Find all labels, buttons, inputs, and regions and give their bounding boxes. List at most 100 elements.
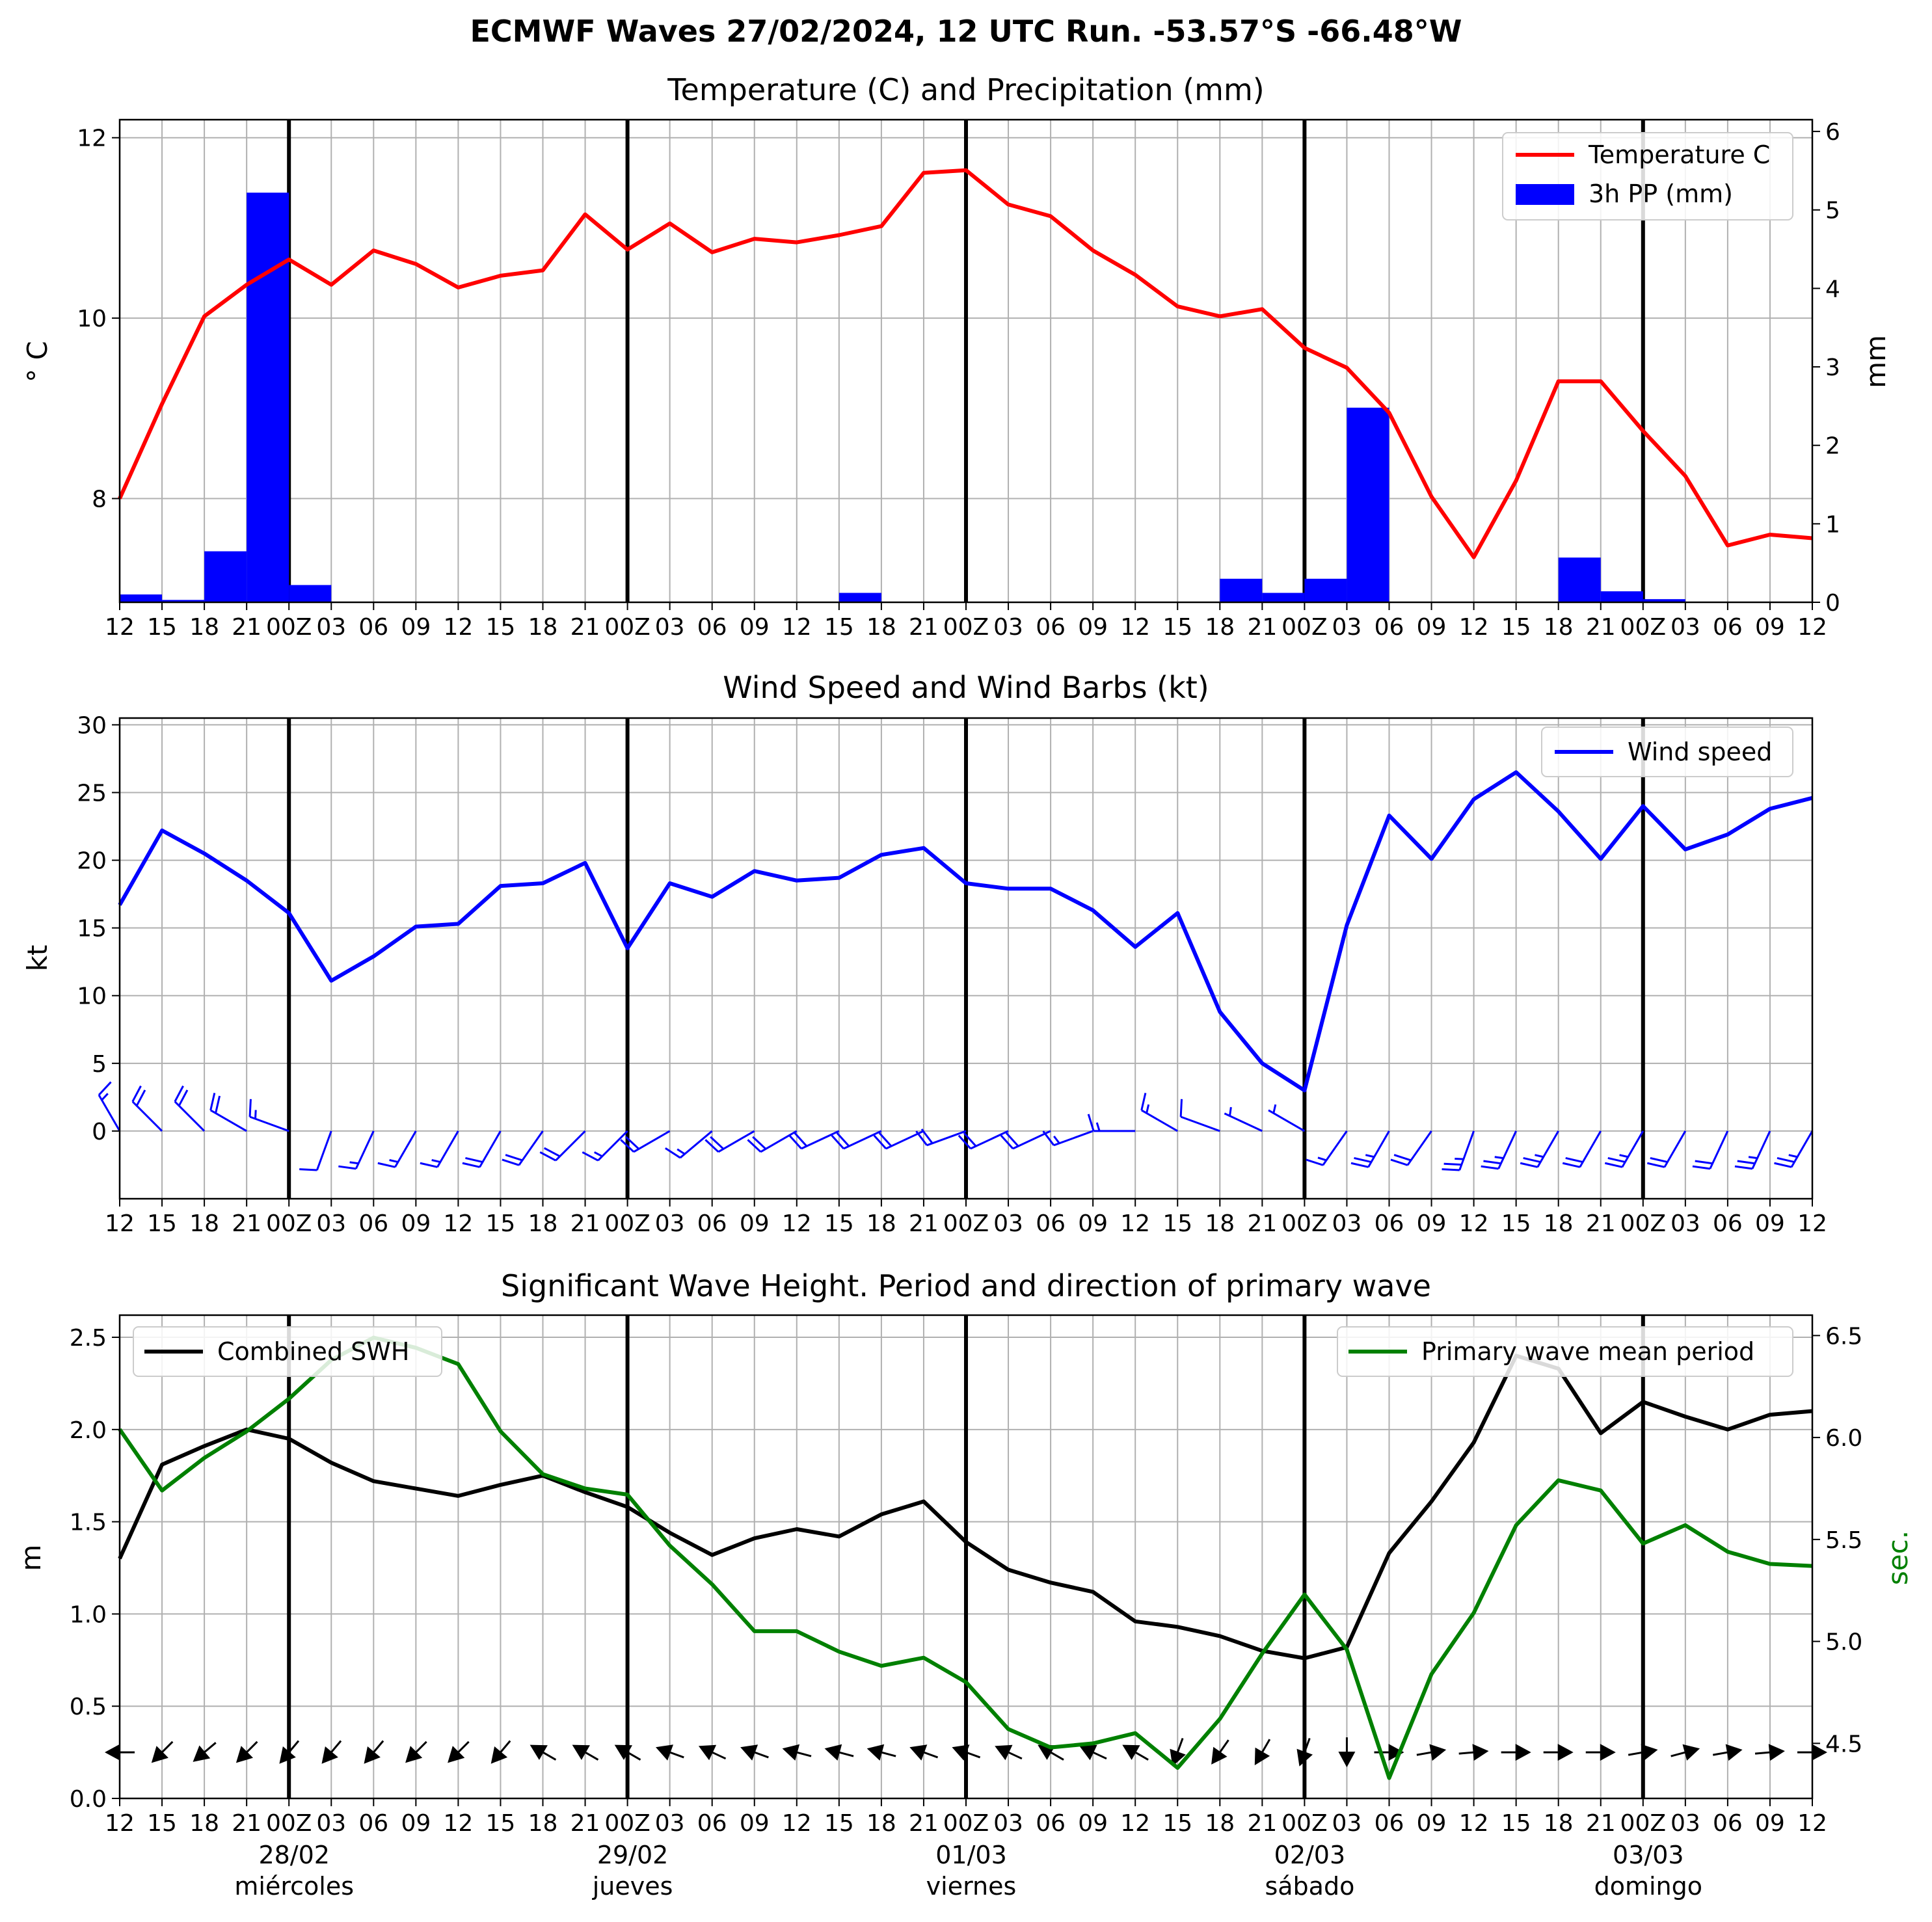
weekday-label: viernes — [926, 1872, 1017, 1901]
ytick-label: 0.0 — [70, 1786, 107, 1813]
y2tick-label: 6.0 — [1825, 1425, 1862, 1452]
ytick-label: 20 — [77, 848, 107, 875]
wind-barb-feather — [1393, 1154, 1412, 1162]
xtick-label: 03 — [316, 1810, 346, 1837]
wind-barb-staff — [843, 1130, 882, 1150]
wind-barb-feather — [209, 1093, 216, 1111]
xtick-label: 00Z — [604, 614, 650, 641]
wave-arrow — [952, 1744, 981, 1761]
wind-barb — [1306, 1130, 1348, 1166]
precip-bar — [1262, 593, 1305, 602]
precip-bar — [247, 193, 289, 603]
wind-barb-staff — [1268, 1109, 1306, 1132]
wind-barb-feather — [1737, 1160, 1755, 1165]
xtick-label: 09 — [1755, 1210, 1785, 1237]
wind-barb-feather — [215, 1095, 221, 1114]
wind-barb — [174, 1085, 206, 1132]
xtick-label: 18 — [1205, 1210, 1235, 1237]
wind-barb-staff — [315, 1130, 332, 1171]
wave-arrow — [1079, 1744, 1107, 1761]
xtick-label: 00Z — [604, 1210, 650, 1237]
wind-barb-feather — [794, 1132, 808, 1147]
wave-arrow — [1754, 1744, 1785, 1761]
panel2-legend-box — [1541, 727, 1793, 777]
wind-barb-staff — [1458, 1130, 1475, 1171]
xtick-label: 00Z — [943, 1210, 989, 1237]
xtick-label: 06 — [1036, 614, 1066, 641]
wind-barb-staff — [209, 1109, 247, 1132]
y2tick-label: 2 — [1825, 433, 1840, 460]
xtick-label: 09 — [1417, 614, 1447, 641]
wind-barb-feather — [831, 1134, 845, 1149]
wind-barb-feather — [131, 1085, 142, 1102]
wave-arrow-head — [1641, 1744, 1658, 1761]
wind-barb-staff — [1367, 1130, 1390, 1168]
wind-barb-staff — [394, 1130, 417, 1168]
wind-barb-feather — [1483, 1160, 1501, 1165]
wind-barb — [502, 1130, 544, 1166]
wind-barb-staff — [597, 1130, 628, 1162]
wind-barb — [1604, 1130, 1644, 1168]
wave-arrow-head — [235, 1746, 253, 1763]
wind-barb-staff — [679, 1130, 713, 1159]
xtick-label: 21 — [1247, 1210, 1277, 1237]
wave-arrow — [1670, 1744, 1700, 1761]
xtick-label: 12 — [1459, 1210, 1489, 1237]
wave-arrow-head — [1170, 1748, 1186, 1767]
wind-barb — [1268, 1104, 1306, 1132]
temperature-line — [118, 168, 1813, 559]
wind-barb-feather — [1777, 1157, 1795, 1164]
wind-barb-half-feather — [593, 1151, 603, 1158]
panel-frame — [118, 1314, 1814, 1800]
wind-barb-staff — [633, 1130, 671, 1153]
wind-barb — [1520, 1130, 1559, 1168]
panel-frame — [118, 118, 1814, 604]
xtick-label: 09 — [740, 614, 770, 641]
xtick-label: 12 — [105, 1810, 135, 1837]
ytick-label: 5 — [92, 1051, 107, 1078]
xtick-label: 18 — [528, 614, 558, 641]
wave-arrow — [1122, 1744, 1149, 1761]
wind-barb — [1042, 1130, 1093, 1147]
xtick-label: 09 — [740, 1210, 770, 1237]
wave-arrow — [572, 1744, 599, 1761]
ytick-label: 0.5 — [70, 1694, 107, 1720]
wind-barb — [209, 1093, 247, 1132]
xtick-label: 15 — [1501, 1210, 1531, 1237]
xtick-label: 09 — [1417, 1810, 1447, 1837]
wind-barb-half-feather — [1788, 1154, 1798, 1158]
xtick-label: 18 — [1205, 1810, 1235, 1837]
xtick-label: 21 — [909, 1210, 939, 1237]
xtick-label: 03 — [1332, 1210, 1362, 1237]
wave-arrow-head — [1388, 1744, 1404, 1761]
wind-barb — [1774, 1130, 1814, 1168]
panel2-grid — [119, 718, 1813, 1199]
legend-wind-label: Wind speed — [1628, 738, 1772, 766]
figure-suptitle: ECMWF Waves 27/02/2024, 12 UTC Run. -53.… — [470, 14, 1462, 49]
wave-arrow-head — [952, 1744, 970, 1761]
xtick-label: 09 — [1078, 1810, 1108, 1837]
xtick-label: 06 — [1713, 614, 1743, 641]
precip-bars — [120, 193, 1685, 603]
xtick-label: 18 — [866, 1810, 896, 1837]
wind-barb-staff — [1497, 1130, 1518, 1169]
ytick-label: 1.5 — [70, 1510, 107, 1536]
wave-arrow-head — [448, 1746, 465, 1763]
ytick-label: 2.5 — [70, 1325, 107, 1352]
wind-barb-feather — [963, 1132, 977, 1147]
ytick-label: 10 — [77, 983, 107, 1010]
xtick-label: 21 — [1586, 1210, 1616, 1237]
wave-arrow-head — [909, 1744, 928, 1761]
wind-barb-staff — [518, 1130, 544, 1166]
wave-direction-arrows — [105, 1737, 1827, 1768]
wind-barb-staff — [1790, 1130, 1814, 1168]
wind-barb-feather — [1695, 1160, 1713, 1165]
wind-barb-feather — [1650, 1157, 1668, 1164]
xtick-label: 21 — [570, 1810, 600, 1837]
wind-barb-feather — [582, 1151, 599, 1162]
wind-barb — [299, 1130, 332, 1171]
xtick-label: 15 — [1501, 614, 1531, 641]
wind-barb-staff — [1180, 1115, 1220, 1132]
xtick-label: 18 — [1544, 1210, 1574, 1237]
xtick-label: 21 — [1586, 614, 1616, 641]
